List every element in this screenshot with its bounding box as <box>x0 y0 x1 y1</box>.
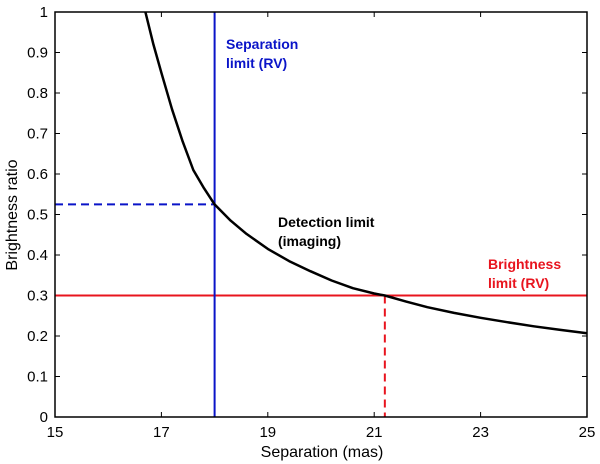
x-tick-label: 25 <box>579 424 596 441</box>
x-tick-label: 15 <box>47 424 64 441</box>
plot-frame <box>54 11 588 418</box>
y-tick-label: 0.3 <box>27 288 48 305</box>
x-tick-label: 23 <box>472 424 489 441</box>
y-tick-label: 0.5 <box>27 207 48 224</box>
x-tick-label: 19 <box>259 424 276 441</box>
y-axis-label: Brightness ratio <box>4 159 21 270</box>
brightness-limit-label-line1: Brightness <box>488 256 561 272</box>
y-tick-label: 0.8 <box>27 85 48 102</box>
brightness-limit-label: Brightness limit (RV) <box>488 256 565 291</box>
detection-limit-label: Detection limit (imaging) <box>278 214 378 249</box>
detection-limit-label-line1: Detection limit <box>278 214 375 230</box>
y-tick-label: 0.2 <box>27 328 48 345</box>
separation-limit-label: Separation limit (RV) <box>226 36 302 71</box>
x-tick-label: 21 <box>366 424 383 441</box>
separation-limit-label-line2: limit (RV) <box>226 55 287 71</box>
separation-limit-label-line1: Separation <box>226 36 298 52</box>
detection-limit-label-line2: (imaging) <box>278 233 341 249</box>
lines-layer <box>55 11 588 417</box>
y-tick-label: 1 <box>40 4 48 21</box>
y-tick-label: 0.4 <box>27 247 48 264</box>
detection-limit-curve <box>144 11 588 335</box>
y-tick-label: 0.7 <box>27 126 48 143</box>
brightness-limit-label-line2: limit (RV) <box>488 275 549 291</box>
x-tick-label: 17 <box>153 424 170 441</box>
x-axis-label: Separation (mas) <box>261 444 384 461</box>
y-tick-label: 0.1 <box>27 369 48 386</box>
y-tick-label: 0.9 <box>27 45 48 62</box>
y-tick-label: 0.6 <box>27 166 48 183</box>
y-tick-label: 0 <box>40 409 48 426</box>
